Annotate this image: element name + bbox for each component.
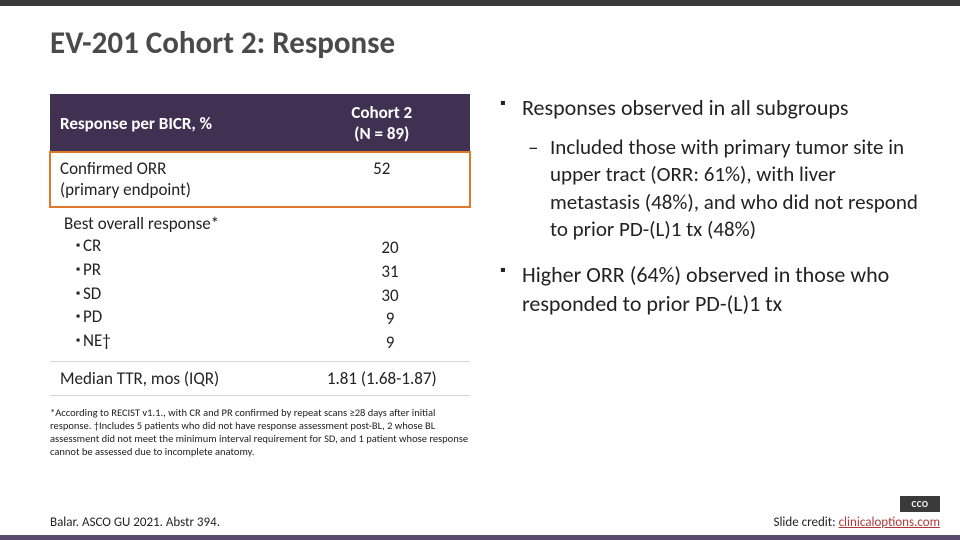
resp-val-ne: 9 [320,331,460,355]
content-area: Response per BICR, % Cohort 2 (N = 89) C… [0,62,960,458]
resp-item-pd: PD [64,305,219,329]
table-row-median-ttr: Median TTR, mos (IQR) 1.81 (1.68-1.87) [50,361,470,395]
slide-title: EV-201 Cohort 2: Response [0,6,960,62]
credit-prefix: Slide credit: [773,515,838,530]
footer-credit: Slide credit: clinicaloptions.com [773,515,940,530]
resp-item-ne: NE† [64,329,219,353]
resp-val-pd: 9 [320,307,460,331]
resp-val-pr: 31 [320,260,460,284]
bullet-1-sub: Included those with primary tumor site i… [522,134,930,243]
resp-val-sd: 30 [320,284,460,308]
left-column: Response per BICR, % Cohort 2 (N = 89) C… [50,94,470,458]
bottom-band [0,535,960,540]
table-row-best-overall: Best overall response* CR PR SD PD NE† 2… [50,207,470,362]
table-header-col2-l1: Cohort 2 [304,102,460,123]
best-overall-label: Best overall response* [64,213,219,234]
bullet-2: Higher ORR (64%) observed in those who r… [500,261,930,317]
median-ttr-value: 1.81 (1.68-1.87) [294,361,470,395]
resp-item-pr: PR [64,258,219,282]
table-row-confirmed-orr: Confirmed ORR (primary endpoint) 52 [50,152,470,207]
resp-val-cr: 20 [320,236,460,260]
response-table: Response per BICR, % Cohort 2 (N = 89) C… [50,94,470,396]
credit-link[interactable]: clinicaloptions.com [839,515,940,530]
bullet-1: Responses observed in all subgroups Incl… [500,94,930,243]
bullet-list: Responses observed in all subgroups Incl… [500,94,930,318]
cco-logo: CCO [900,496,940,512]
table-header-col2-l2: (N = 89) [304,123,460,144]
table-header-col1: Response per BICR, % [50,94,294,152]
footer-citation: Balar. ASCO GU 2021. Abstr 394. [50,515,220,530]
median-ttr-label: Median TTR, mos (IQR) [50,361,294,395]
confirmed-orr-value: 52 [294,152,470,207]
resp-item-cr: CR [64,234,219,258]
bullet-1-text: Responses observed in all subgroups [522,94,848,121]
table-footnote: *According to RECIST v1.1., with CR and … [50,406,470,459]
table-header-col2: Cohort 2 (N = 89) [294,94,470,152]
best-overall-sublist: Best overall response* CR PR SD PD NE† 2… [60,213,460,355]
right-column: Responses observed in all subgroups Incl… [500,94,930,458]
resp-item-sd: SD [64,282,219,306]
confirmed-orr-label: Confirmed ORR (primary endpoint) [50,152,294,207]
footer: Balar. ASCO GU 2021. Abstr 394. Slide cr… [50,515,940,530]
